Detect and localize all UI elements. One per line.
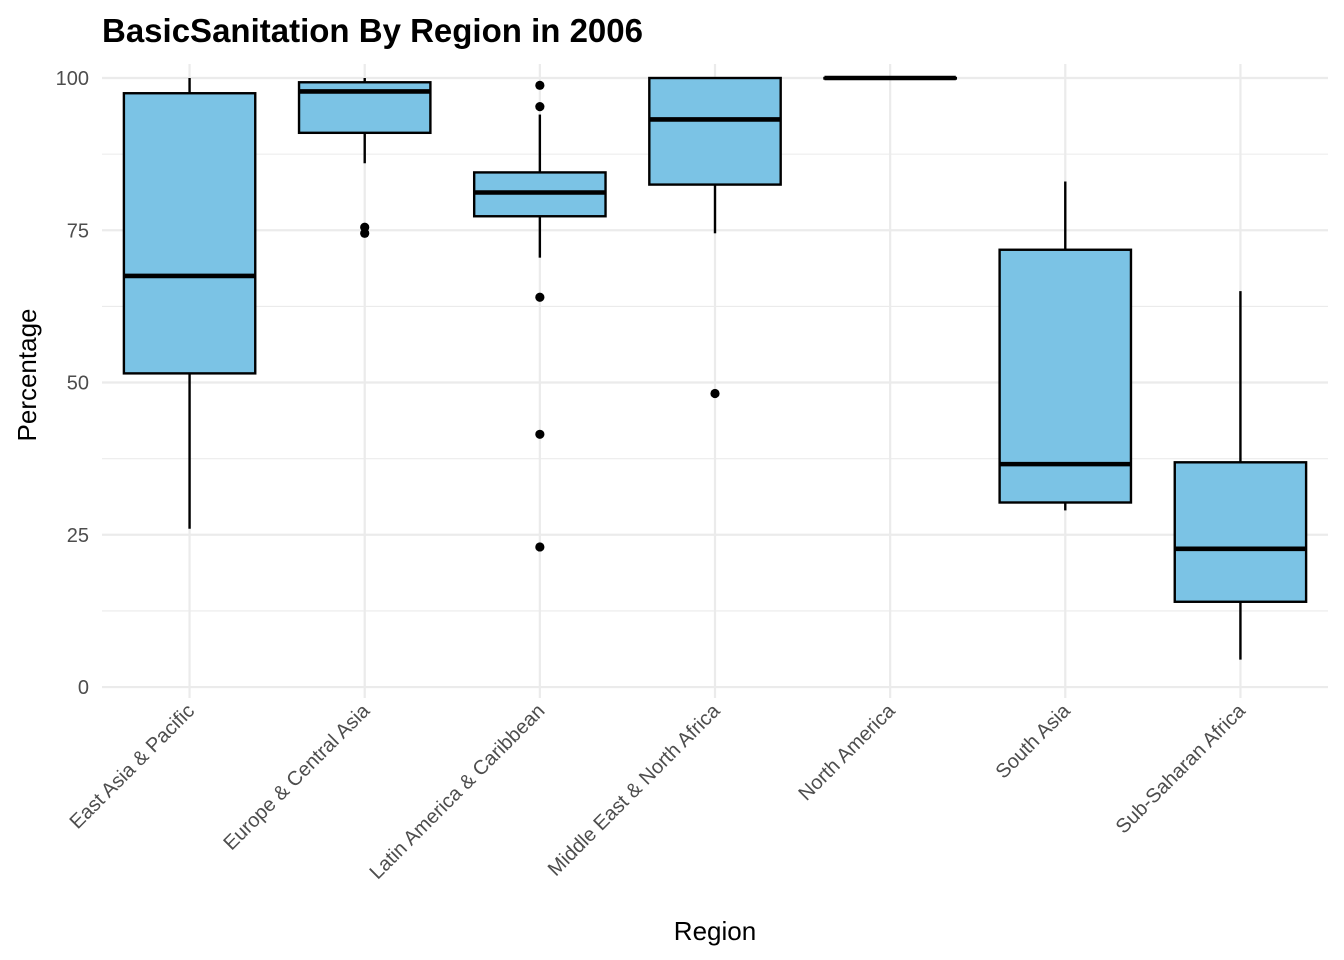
- box-group-4: [823, 75, 958, 81]
- outlier-point-2-1: [535, 102, 545, 112]
- chart-title: BasicSanitation By Region in 2006: [102, 12, 643, 49]
- y-tick-label-0: 0: [78, 677, 89, 699]
- y-tick-label-4: 100: [56, 68, 89, 90]
- box-5: [998, 248, 1133, 504]
- box-6: [1173, 461, 1308, 603]
- x-tick-label-0: East Asia & Pacific: [66, 700, 199, 833]
- y-axis-title: Percentage: [12, 309, 42, 442]
- x-tick-label-3: Middle East & North Africa: [544, 699, 725, 880]
- box-group-1: [297, 78, 432, 238]
- y-tick-label-1: 25: [67, 525, 89, 547]
- outlier-point-3-0: [710, 388, 720, 399]
- box-0: [122, 92, 257, 375]
- boxes: [122, 75, 1308, 660]
- y-tick-label-3: 75: [67, 220, 89, 242]
- x-tick-label-1: Europe & Central Asia: [220, 699, 375, 854]
- x-tick-label-6: Sub-Saharan Africa: [1112, 699, 1251, 838]
- box-group-0: [122, 78, 257, 529]
- y-tick-labels: 0 25 50 75 100: [56, 68, 89, 699]
- x-axis-title: Region: [674, 916, 756, 946]
- x-tick-label-2: Latin America & Caribbean: [366, 700, 550, 884]
- box-group-2: [472, 80, 607, 552]
- outlier-point-2-0: [535, 80, 545, 90]
- outlier-point-2-4: [535, 542, 545, 552]
- x-tick-labels: East Asia & Pacific Europe & Central Asia…: [66, 699, 1251, 883]
- y-tick-label-2: 50: [67, 373, 89, 395]
- outlier-point-2-3: [535, 429, 545, 439]
- box-group-3: [648, 76, 782, 399]
- outlier-point-2-2: [535, 292, 545, 302]
- box-3: [648, 76, 782, 186]
- outlier-point-1-1: [360, 228, 370, 238]
- x-tick-label-4: North America: [795, 699, 901, 805]
- box-group-6: [1173, 291, 1308, 660]
- box-group-5: [998, 181, 1133, 511]
- x-tick-label-5: South Asia: [992, 699, 1076, 783]
